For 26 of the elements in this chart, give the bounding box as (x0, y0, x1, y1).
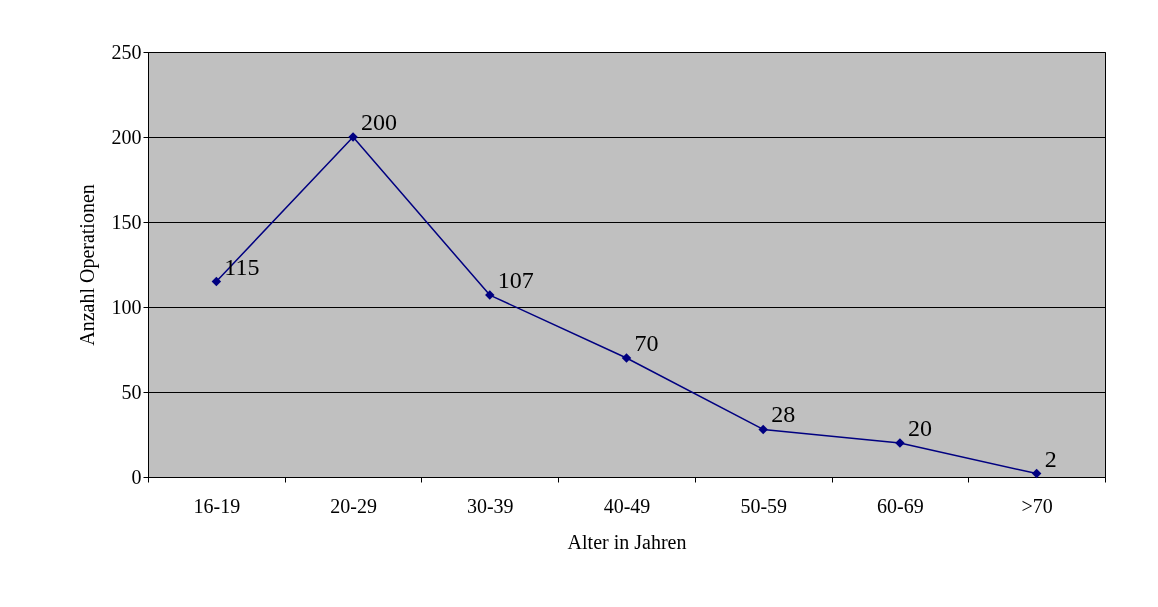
point (621, 353, 632, 363)
point (211, 276, 222, 287)
y-tick-label: 50 (121, 380, 142, 403)
point (485, 290, 495, 300)
data-label: 70 (634, 330, 659, 356)
x-tick-label: 60-69 (877, 494, 924, 517)
y-tick-label: 100 (111, 295, 142, 318)
data-label: 107 (497, 267, 534, 294)
y-tick-label: 200 (111, 125, 142, 148)
y-axis-title: Anzahl Operationen (75, 184, 99, 346)
y-tick-label: 150 (111, 210, 142, 233)
x-tick-label: 16-19 (193, 494, 241, 517)
data-label: 28 (771, 401, 796, 428)
point (1031, 468, 1042, 479)
x-tick-label: 20-29 (330, 494, 377, 517)
x-tick-label: >70 (1021, 494, 1053, 517)
x-tick-label: 30-39 (466, 494, 514, 517)
point (758, 424, 768, 435)
x-tick-label: 40-49 (603, 494, 651, 517)
y-tick-label: 0 (131, 465, 142, 488)
data-label: 20 (907, 415, 932, 441)
data-label: 2 (1044, 445, 1057, 472)
data-label: 200 (361, 109, 398, 135)
x-tick-label: 50-59 (740, 494, 788, 517)
y-tick-label: 250 (111, 40, 142, 63)
x-axis-title: Alter in Jahren (567, 530, 687, 553)
